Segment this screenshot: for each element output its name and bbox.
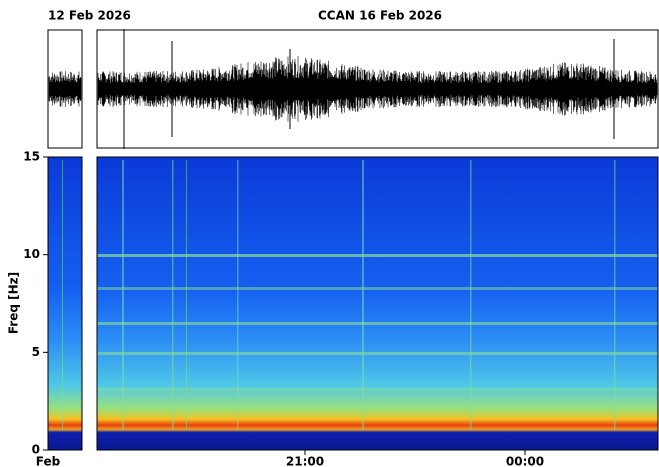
- left-spec-frame: [47, 156, 83, 451]
- spectrogram: [97, 157, 658, 450]
- left-title: 12 Feb 2026: [48, 9, 131, 23]
- wave-frame: [96, 29, 659, 149]
- streak: [62, 160, 63, 430]
- band: [97, 322, 658, 325]
- waveform-trace: [48, 56, 658, 122]
- band: [97, 254, 658, 257]
- y-tick-label: 5: [32, 345, 40, 359]
- x-tick-label: 00:00: [506, 455, 544, 467]
- band: [97, 287, 658, 290]
- streak: [186, 160, 187, 430]
- left-wave-frame: [47, 29, 83, 149]
- left-spectrogram: [48, 157, 82, 450]
- band: [97, 388, 658, 391]
- y-tick-label: 15: [23, 150, 40, 164]
- y-tick-label: 0: [32, 443, 40, 457]
- streak: [237, 160, 239, 430]
- streak: [362, 160, 364, 430]
- band: [97, 352, 658, 355]
- left-x-label: Feb: [36, 455, 61, 467]
- streak: [122, 160, 124, 430]
- x-tick-label: 21:00: [286, 455, 324, 467]
- y-tick-label: 10: [23, 247, 40, 261]
- spectrogram-streaks: [62, 160, 658, 430]
- streak: [470, 160, 472, 430]
- waveform: [48, 29, 658, 149]
- streak: [172, 160, 174, 430]
- y-axis-label: Freq [Hz]: [7, 272, 21, 334]
- chart-title: CCAN 16 Feb 2026: [318, 9, 442, 23]
- streak: [614, 160, 616, 430]
- spec-frame: [96, 156, 659, 451]
